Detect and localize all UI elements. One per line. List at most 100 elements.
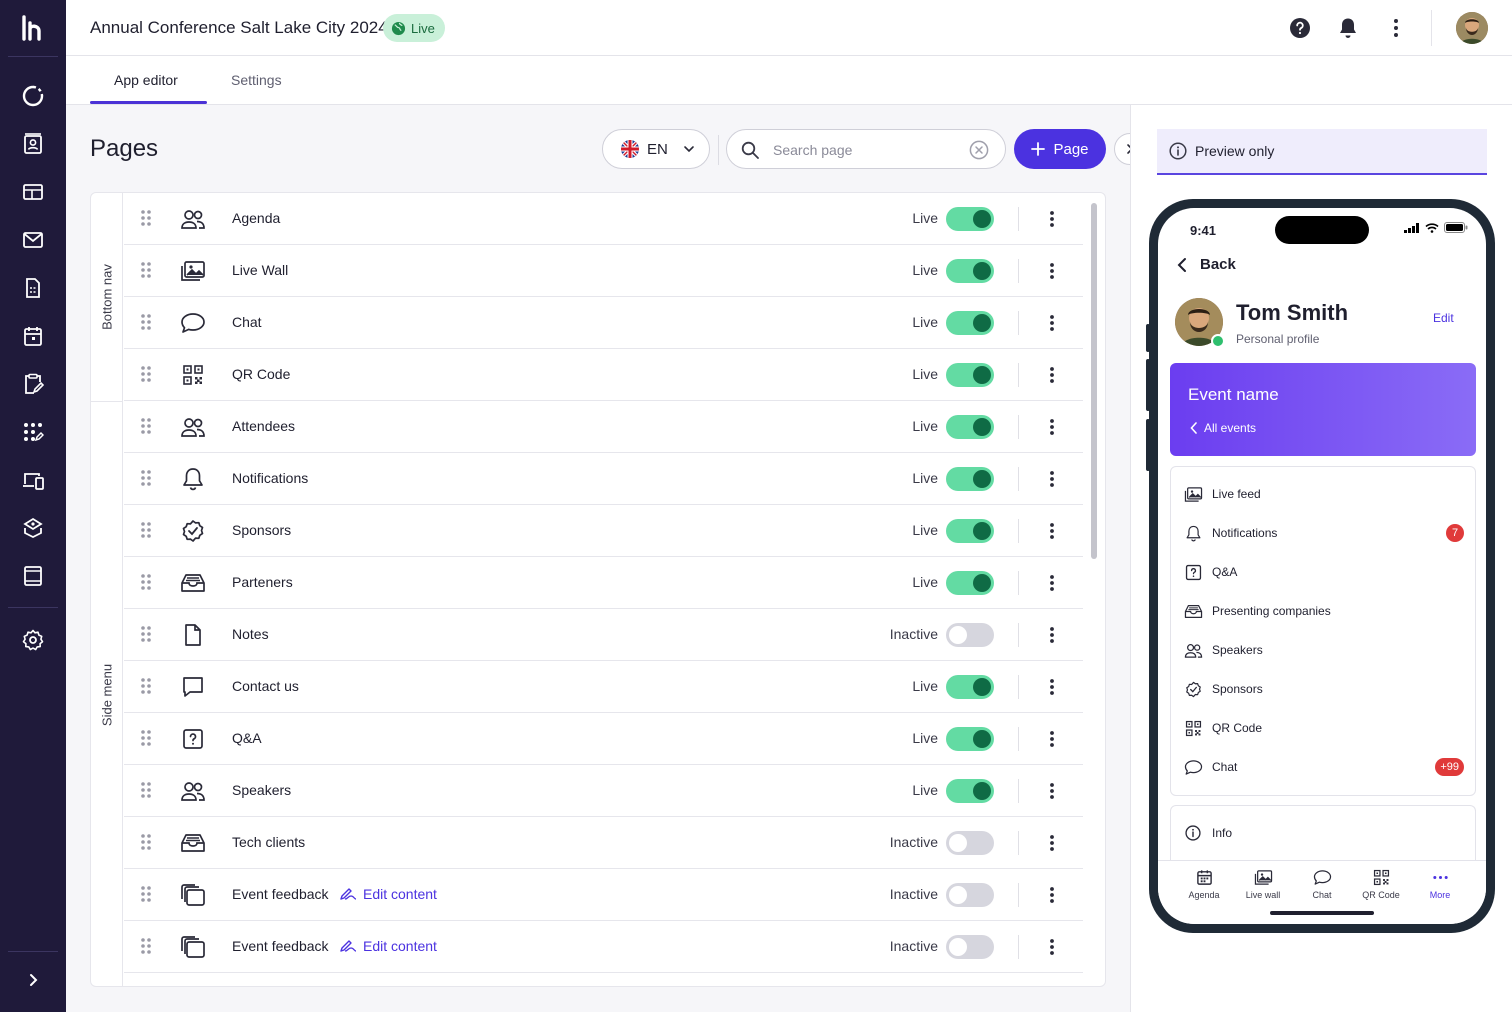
- drag-handle-icon[interactable]: [140, 365, 152, 383]
- clear-search-icon[interactable]: [969, 140, 989, 160]
- page-status-toggle[interactable]: [946, 311, 994, 335]
- mail-icon[interactable]: [20, 227, 46, 253]
- page-row-tech-clients[interactable]: Tech clients Inactive: [124, 817, 1083, 869]
- back-button[interactable]: Back: [1176, 256, 1236, 273]
- page-status-toggle[interactable]: [946, 623, 994, 647]
- layout-icon[interactable]: [20, 179, 46, 205]
- page-row-agenda[interactable]: Agenda Live: [124, 193, 1083, 245]
- page-row-event-feedback[interactable]: Event feedback Edit content Inactive: [124, 869, 1083, 921]
- page-row-sponsors[interactable]: Sponsors Live: [124, 505, 1083, 557]
- more-vertical-icon[interactable]: [1042, 521, 1062, 541]
- page-status-toggle[interactable]: [946, 363, 994, 387]
- page-row-attendees[interactable]: Attendees Live: [124, 401, 1083, 453]
- preview-tab-qr-code[interactable]: QR Code: [1351, 867, 1411, 900]
- page-row-live-wall[interactable]: Live Wall Live: [124, 245, 1083, 297]
- drag-handle-icon[interactable]: [140, 573, 152, 591]
- preview-tab-chat[interactable]: Chat: [1292, 867, 1352, 900]
- drag-handle-icon[interactable]: [140, 261, 152, 279]
- list-scrollbar[interactable]: [1091, 203, 1097, 559]
- page-status-toggle[interactable]: [946, 831, 994, 855]
- page-row-contact-us[interactable]: Contact us Live: [124, 661, 1083, 713]
- add-page-button[interactable]: Page: [1014, 129, 1106, 169]
- menu-item-live-feed[interactable]: Live feed: [1171, 475, 1475, 514]
- menu-item-info[interactable]: Info: [1171, 814, 1475, 853]
- more-vertical-icon[interactable]: [1042, 313, 1062, 333]
- page-status-toggle[interactable]: [946, 571, 994, 595]
- drag-handle-icon[interactable]: [140, 937, 152, 955]
- more-vertical-icon[interactable]: [1042, 937, 1062, 957]
- drag-handle-icon[interactable]: [140, 781, 152, 799]
- devices-icon[interactable]: [20, 467, 46, 493]
- layers-icon[interactable]: [20, 515, 46, 541]
- clipboard-edit-icon[interactable]: [20, 371, 46, 397]
- edit-content-link[interactable]: Edit content: [339, 938, 437, 954]
- search-input[interactable]: [773, 140, 963, 160]
- more-vertical-icon[interactable]: [1042, 729, 1062, 749]
- drag-handle-icon[interactable]: [140, 209, 152, 227]
- page-status-toggle[interactable]: [946, 259, 994, 283]
- gear-icon[interactable]: [20, 627, 46, 653]
- page-status-toggle[interactable]: [946, 779, 994, 803]
- expand-rail-chevron-icon[interactable]: [20, 967, 46, 993]
- more-vertical-icon[interactable]: [1042, 885, 1062, 905]
- bell-icon[interactable]: [1336, 16, 1360, 40]
- preview-tab-more[interactable]: More: [1410, 867, 1470, 900]
- page-status-toggle[interactable]: [946, 727, 994, 751]
- menu-item-speakers[interactable]: Speakers: [1171, 631, 1475, 670]
- menu-item-notifications[interactable]: Notifications 7: [1171, 514, 1475, 553]
- page-row-speakers[interactable]: Speakers Live: [124, 765, 1083, 817]
- dashboard-icon[interactable]: [20, 83, 46, 109]
- brand-logo[interactable]: [21, 15, 45, 41]
- more-vertical-icon[interactable]: [1042, 261, 1062, 281]
- page-status-toggle[interactable]: [946, 935, 994, 959]
- menu-item-sponsors[interactable]: Sponsors: [1171, 670, 1475, 709]
- page-row-chat[interactable]: Chat Live: [124, 297, 1083, 349]
- drag-handle-icon[interactable]: [140, 885, 152, 903]
- tablet-icon[interactable]: [20, 563, 46, 589]
- page-row-parteners[interactable]: Parteners Live: [124, 557, 1083, 609]
- menu-item-qr-code[interactable]: QR Code: [1171, 709, 1475, 748]
- page-row-notifications[interactable]: Notifications Live: [124, 453, 1083, 505]
- tab-settings[interactable]: Settings: [231, 72, 282, 88]
- preview-tab-agenda[interactable]: Agenda: [1174, 867, 1234, 900]
- preview-tab-live-wall[interactable]: Live wall: [1233, 867, 1293, 900]
- drag-handle-icon[interactable]: [140, 677, 152, 695]
- drag-handle-icon[interactable]: [140, 313, 152, 331]
- more-vertical-icon[interactable]: [1042, 833, 1062, 853]
- more-vertical-icon[interactable]: [1042, 677, 1062, 697]
- document-icon[interactable]: [20, 275, 46, 301]
- more-vertical-icon[interactable]: [1384, 16, 1408, 40]
- menu-item-q-a[interactable]: Q&A: [1171, 553, 1475, 592]
- language-select[interactable]: EN: [602, 129, 710, 169]
- attendee-badge-icon[interactable]: [20, 131, 46, 157]
- calendar-icon[interactable]: [20, 323, 46, 349]
- user-avatar[interactable]: [1456, 12, 1488, 44]
- menu-item-chat[interactable]: Chat +99: [1171, 748, 1475, 787]
- page-status-toggle[interactable]: [946, 207, 994, 231]
- page-row-notes[interactable]: Notes Inactive: [124, 609, 1083, 661]
- drag-handle-icon[interactable]: [140, 417, 152, 435]
- page-row-event-feedback[interactable]: Event feedback Edit content Inactive: [124, 921, 1083, 973]
- drag-handle-icon[interactable]: [140, 469, 152, 487]
- edit-content-link[interactable]: Edit content: [339, 886, 437, 902]
- drag-handle-icon[interactable]: [140, 833, 152, 851]
- page-status-toggle[interactable]: [946, 675, 994, 699]
- drag-handle-icon[interactable]: [140, 729, 152, 747]
- more-vertical-icon[interactable]: [1042, 625, 1062, 645]
- more-vertical-icon[interactable]: [1042, 573, 1062, 593]
- more-vertical-icon[interactable]: [1042, 469, 1062, 489]
- help-icon[interactable]: [1288, 16, 1312, 40]
- drag-handle-icon[interactable]: [140, 625, 152, 643]
- page-row-q-a[interactable]: Q&A Live: [124, 713, 1083, 765]
- page-row-qr-code[interactable]: QR Code Live: [124, 349, 1083, 401]
- apps-grid-icon[interactable]: [20, 419, 46, 445]
- more-vertical-icon[interactable]: [1042, 417, 1062, 437]
- page-status-toggle[interactable]: [946, 467, 994, 491]
- drag-handle-icon[interactable]: [140, 521, 152, 539]
- more-vertical-icon[interactable]: [1042, 365, 1062, 385]
- page-status-toggle[interactable]: [946, 415, 994, 439]
- more-vertical-icon[interactable]: [1042, 209, 1062, 229]
- all-events-link[interactable]: All events: [1190, 421, 1256, 435]
- menu-item-presenting-companies[interactable]: Presenting companies: [1171, 592, 1475, 631]
- page-status-toggle[interactable]: [946, 519, 994, 543]
